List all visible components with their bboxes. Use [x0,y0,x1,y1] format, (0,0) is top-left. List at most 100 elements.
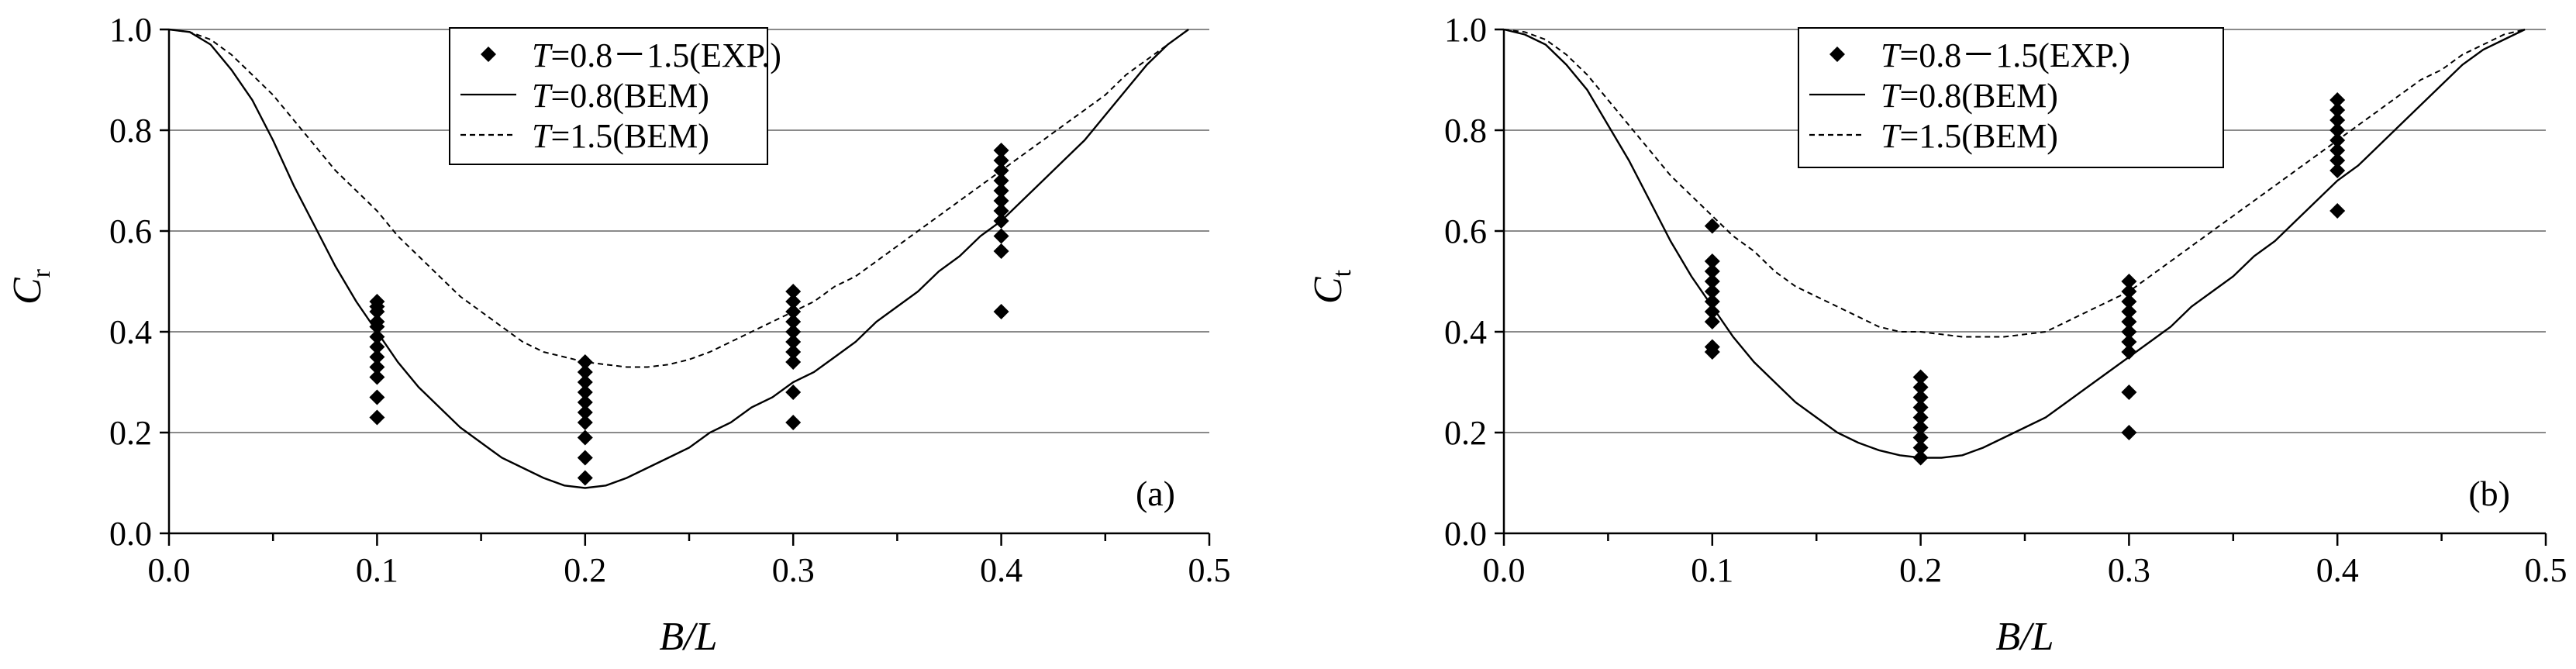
exp-data-point-23 [785,385,802,400]
exp-data-point-9 [1704,218,1720,234]
exp-data-point-11 [1912,440,1929,456]
exp-data-point-37 [993,193,1009,209]
exp-data-point-32 [993,304,1009,319]
exp-data-point-11 [369,294,385,309]
exp-data-point-25 [2121,304,2137,319]
exp-data-point-5 [369,339,385,355]
legend-entry-0: T=0.8－1.5(EXP.) [1881,36,2130,74]
y-tick-label-3: 0.6 [1444,212,1487,250]
exp-data-point-24 [2121,314,2137,329]
exp-data-point-13 [577,450,593,466]
exp-data-point-16 [577,405,593,420]
exp-data-point-28 [2121,274,2137,289]
x-tick-label-2: 0.2 [564,551,606,589]
legend-entry-variable: T [1881,77,1902,115]
x-tick-label-1: 0.1 [356,551,398,589]
x-tick-label-3: 0.3 [772,551,815,589]
exp-data-point-15 [1912,399,1929,416]
exp-data-point-29 [2329,203,2346,219]
exp-data-point-3 [1704,304,1720,319]
exp-data-point-14 [577,429,593,446]
exp-data-point-41 [993,153,1009,168]
legend-entry-0: T=0.8－1.5(EXP.) [532,36,781,74]
legend-entry-text: =0.8－1.5(EXP.) [1899,36,2129,74]
y-tick-label-5: 1.0 [1444,11,1487,49]
legend-entry-text: =1.5(BEM) [550,117,709,155]
panel-label-a: (a) [1136,474,1175,513]
exp-data-point-23 [2121,324,2137,340]
exp-data-point-19 [2121,425,2137,440]
legend-entry-variable: T [532,36,553,74]
exp-data-point-5 [1704,284,1720,299]
exp-data-point-18 [577,385,593,400]
x-tick-label-1: 0.1 [1691,551,1733,589]
exp-data-point-3 [369,359,385,375]
exp-data-point-17 [577,395,593,410]
exp-data-point-37 [2329,92,2346,108]
legend-entry-variable: T [532,117,553,155]
exp-data-point-31 [785,284,802,299]
exp-data-point-19 [577,374,593,390]
bem-curve-t08 [1503,28,2526,459]
exp-data-point-36 [993,203,1009,219]
legend-entry-2: T=1.5(BEM) [532,117,709,155]
legend-entry-1: T=0.8(BEM) [532,77,709,115]
bem-curve-t08 [168,28,1189,489]
exp-data-point-27 [785,324,802,340]
exp-data-point-2 [369,369,385,385]
y-axis-title-main: C [1306,276,1350,304]
x-tick-label-4: 0.4 [2316,551,2359,589]
legend-entry-variable: T [532,77,553,115]
chart-panel-b: Ct B/L (b) 0.0 0.2 0.4 0.6 0.8 1.0 0.0 0.1 0.2 0.… [1306,11,2567,659]
y-tick-label-2: 0.4 [1444,313,1487,351]
exp-data-point-36 [2329,102,2346,118]
legend-box [1798,27,2224,168]
exp-data-point-4 [369,349,385,365]
exp-data-point-26 [2121,294,2137,309]
chart-panel-a: Cr B/L (a) 0.0 0.2 0.4 0.6 0.8 1.0 0.0 0.1 0.2 0.… [5,11,1231,659]
exp-data-point-4 [1704,294,1720,309]
exp-data-point-28 [785,314,802,329]
y-tick-label-1: 0.2 [1444,414,1487,452]
exp-data-point-8 [1704,253,1720,269]
exp-data-point-34 [993,228,1009,244]
exp-data-point-16 [1912,389,1929,405]
x-tick-label-5: 0.5 [1188,551,1231,589]
y-tick-label-2: 0.4 [109,313,152,351]
legend-entry-text: =0.8(BEM) [1899,77,2057,115]
legend-marker-diamond [1829,47,1845,62]
exp-data-point-21 [577,354,593,370]
exp-data-point-6 [369,329,385,345]
exp-data-point-2 [1704,314,1720,329]
exp-data-point-26 [785,334,802,350]
exp-data-point-0 [369,409,385,426]
exp-data-point-22 [2121,334,2137,350]
exp-data-point-13 [1912,419,1929,436]
exp-data-point-14 [1912,409,1929,426]
exp-data-point-30 [2329,163,2346,178]
x-tick-label-5: 0.5 [2525,551,2567,589]
y-tick-label-4: 0.8 [1444,112,1487,150]
exp-data-point-17 [1912,379,1929,395]
exp-data-point-31 [2329,153,2346,168]
y-tick-label-0: 0.0 [109,515,152,553]
legend-box [449,27,768,165]
legend-entry-1: T=0.8(BEM) [1881,77,2058,115]
exp-data-point-35 [2329,112,2346,128]
exp-data-point-30 [785,294,802,309]
exp-data-point-15 [577,415,593,430]
legend-entry-variable: T [1881,117,1902,155]
y-tick-label-1: 0.2 [109,414,152,452]
x-axis-title-panel-a: B/L [659,615,717,659]
exp-data-point-1 [1704,339,1720,355]
exp-data-point-21 [2121,344,2137,360]
y-axis-title-sub: t [1328,269,1357,277]
exp-data-point-20 [2121,385,2137,400]
legend-entry-text: =1.5(BEM) [1899,117,2057,155]
exp-data-point-33 [993,243,1009,259]
exp-data-point-34 [2329,122,2346,138]
bem-curve-t15 [1503,29,2526,338]
exp-data-point-6 [1704,274,1720,289]
exp-data-point-22 [785,415,802,430]
